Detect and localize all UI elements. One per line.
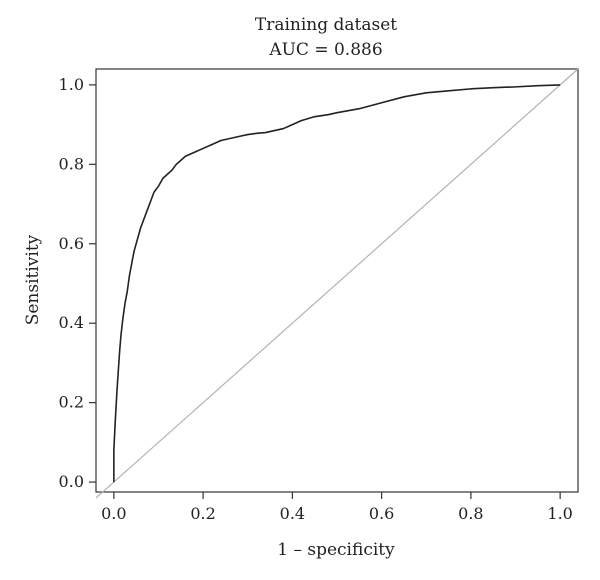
plot-area: 0.0 0.2 0.4 0.6 0.8 1.0 0.0 0.2 0.4 0.6 0.8 1.0: [59, 68, 579, 523]
y-tick-label: 0.2: [59, 393, 84, 412]
chart-title: Training dataset: [255, 15, 397, 35]
y-axis-title: Sensitivity: [23, 234, 43, 325]
x-axis: 0.0 0.2 0.4 0.6 0.8 1.0: [101, 492, 573, 523]
y-tick-label: 1.0: [59, 75, 84, 94]
x-tick-label: 0.8: [458, 504, 483, 523]
y-axis: 0.0 0.2 0.4 0.6 0.8 1.0: [59, 75, 96, 491]
x-tick-label: 0.6: [369, 504, 394, 523]
y-tick-label: 0.6: [59, 234, 84, 253]
x-tick-label: 1.0: [547, 504, 572, 523]
x-tick-label: 0.0: [101, 504, 126, 523]
x-tick-label: 0.2: [190, 504, 215, 523]
y-tick-label: 0.0: [59, 472, 84, 491]
chart-subtitle: AUC = 0.886: [268, 40, 382, 60]
y-tick-label: 0.8: [59, 154, 84, 173]
series-group: [95, 68, 579, 499]
roc-curve-line: [113, 84, 561, 483]
plot-frame: [95, 68, 579, 493]
x-tick-label: 0.4: [280, 504, 305, 523]
x-axis-title: 1 – specificity: [277, 540, 395, 560]
reference-diagonal-line: [95, 68, 579, 499]
y-tick-label: 0.4: [59, 313, 84, 332]
